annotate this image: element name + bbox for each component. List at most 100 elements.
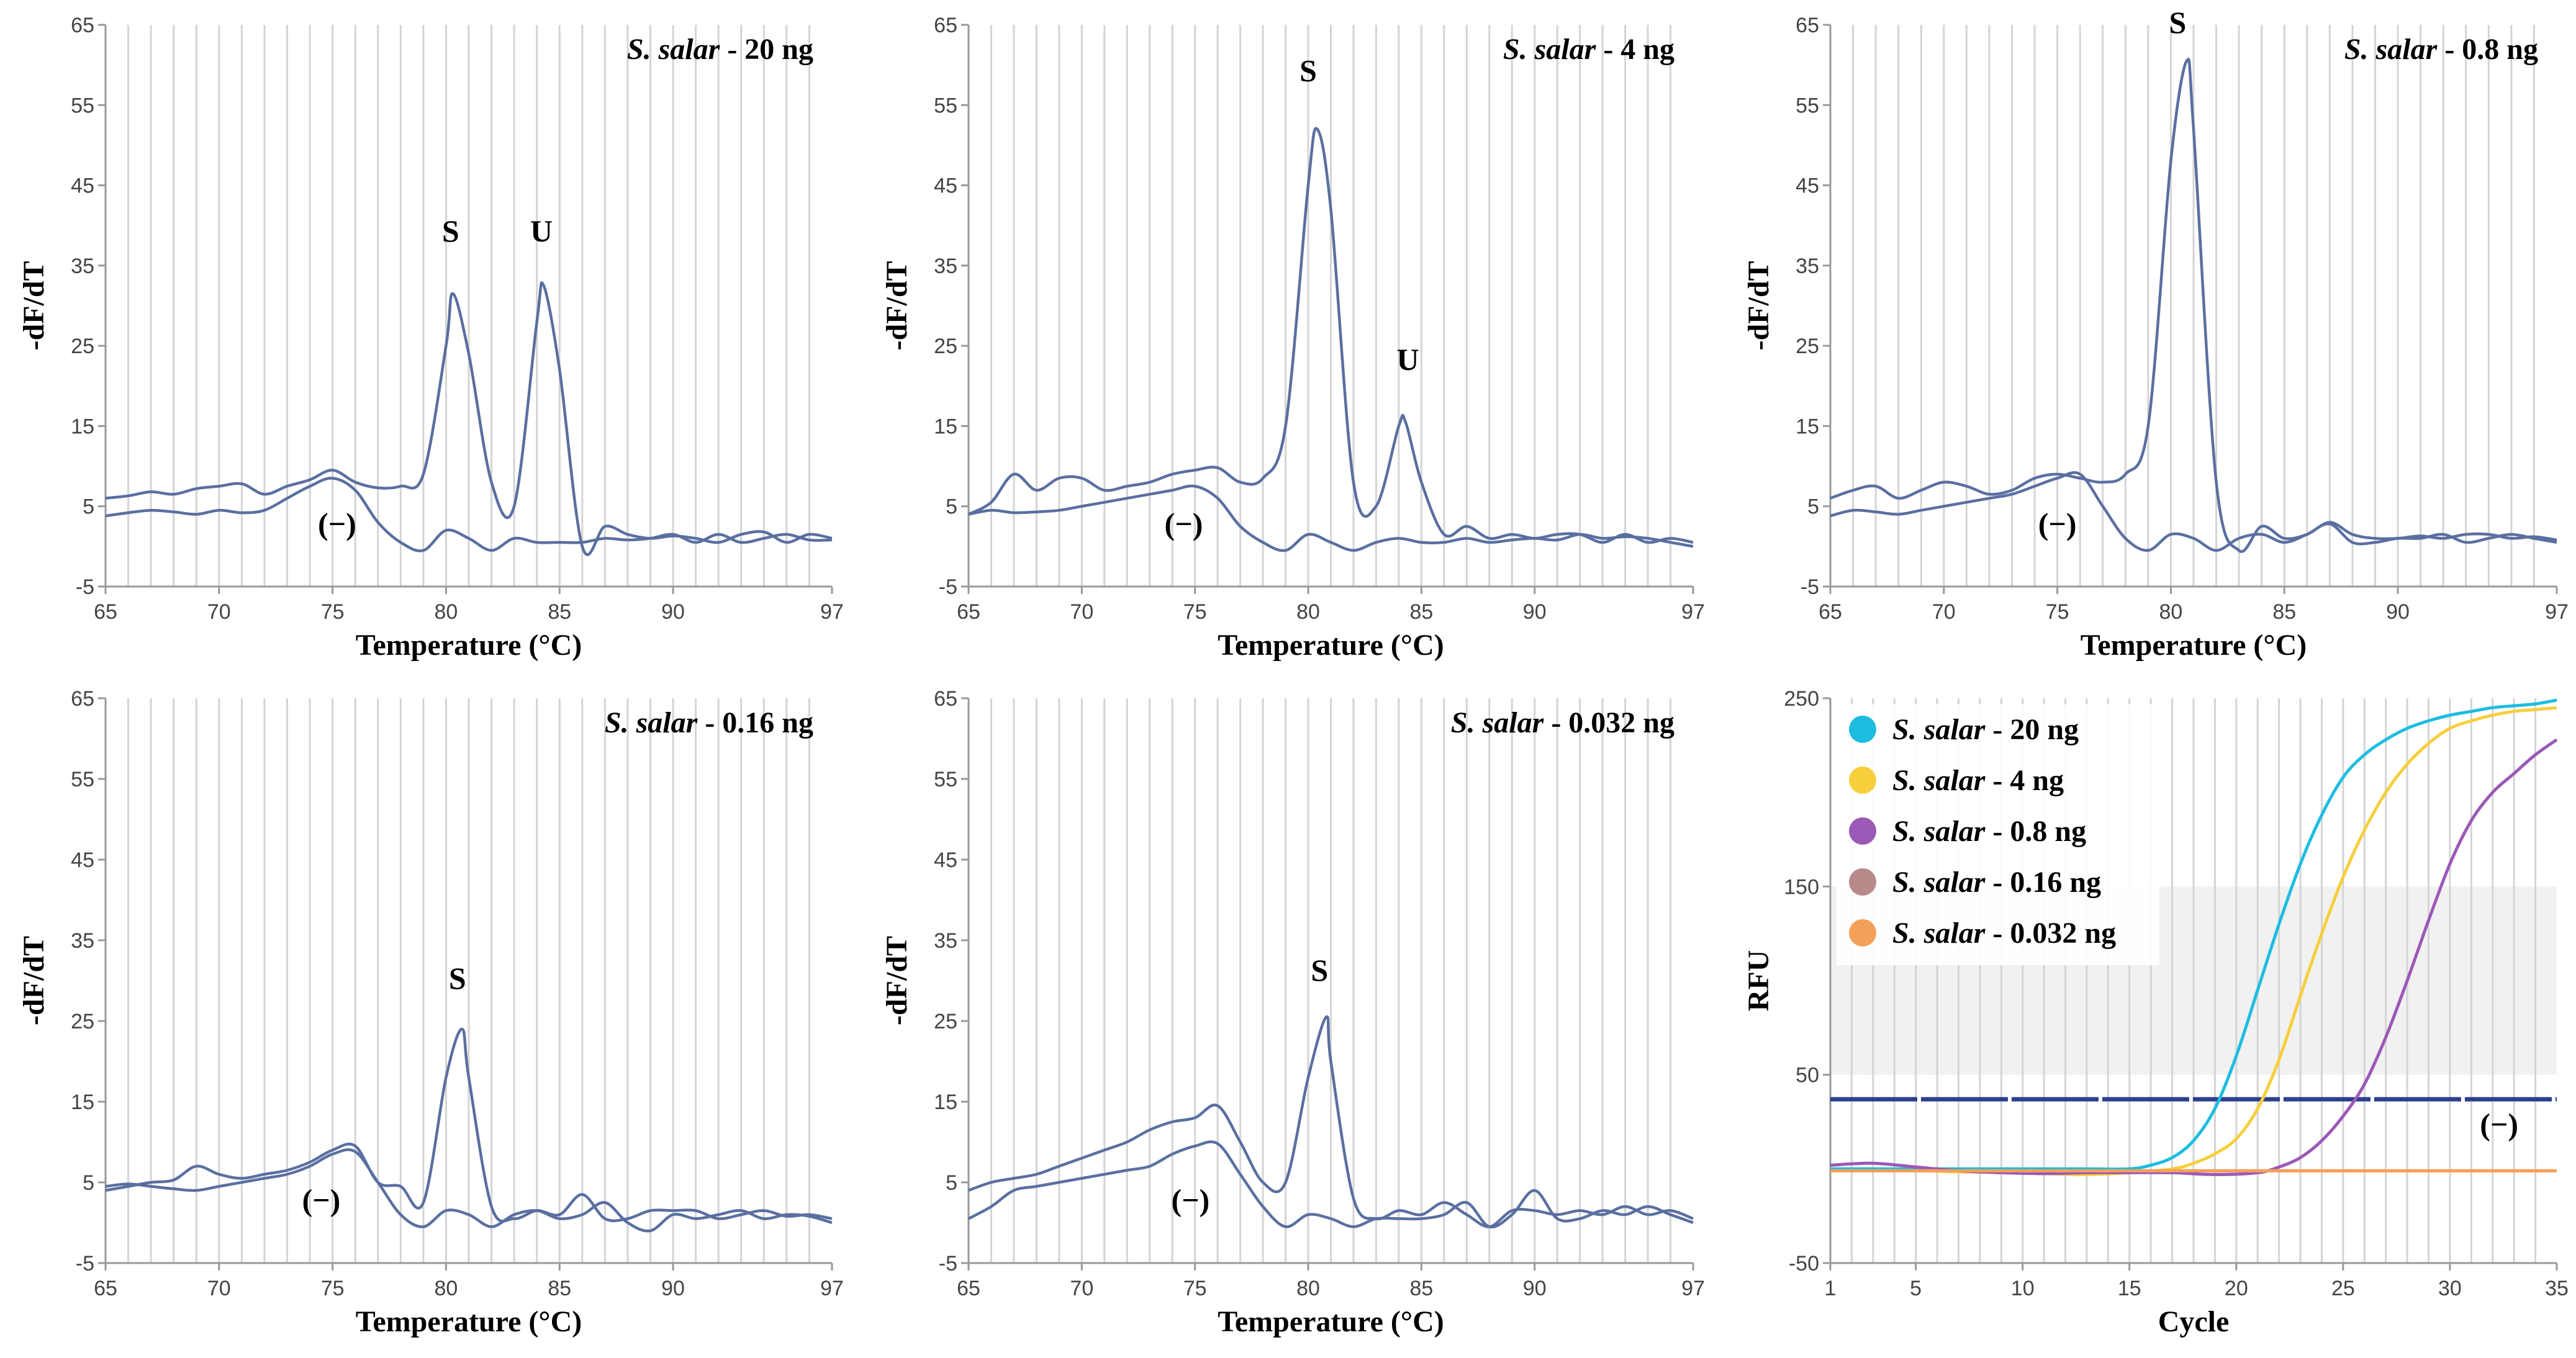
y-tick-label: 15 <box>71 415 94 438</box>
y-tick-label: 15 <box>934 1090 957 1114</box>
y-tick-label: 35 <box>1796 254 1819 278</box>
peak-label: S <box>442 214 459 248</box>
chart-title-amount: - 4 ng <box>1596 33 1674 66</box>
chart-title: S. salar - 0.032 ng <box>1451 706 1674 739</box>
y-tick-label: 5 <box>1807 495 1819 519</box>
y-axis-label: -dF/dT <box>1742 261 1775 350</box>
peak-label: (−) <box>1171 1183 1209 1218</box>
x-tick-label: 5 <box>1910 1277 1922 1300</box>
y-tick-label: 5 <box>946 495 957 519</box>
legend-label-species: S. salar <box>1892 815 1986 848</box>
series-line-2 <box>968 484 1694 552</box>
x-axis-label: Temperature (°C) <box>1218 629 1444 662</box>
y-tick-label: 35 <box>71 929 94 953</box>
x-tick-label: 70 <box>207 1277 231 1300</box>
series-line-1 <box>967 127 1694 544</box>
y-tick-label: 55 <box>1796 94 1819 117</box>
y-tick-label: 25 <box>934 335 957 358</box>
x-tick-label: 90 <box>2386 600 2410 624</box>
x-axis-label: Temperature (°C) <box>356 629 582 662</box>
y-tick-label: -5 <box>76 575 94 599</box>
y-tick-label: 45 <box>934 174 957 198</box>
y-tick-label: 50 <box>1796 1064 1819 1087</box>
y-tick-label: 25 <box>1796 335 1819 358</box>
series-line-1 <box>105 1027 833 1223</box>
x-tick-label: 15 <box>2118 1277 2141 1300</box>
y-tick-label: 15 <box>1796 415 1819 438</box>
chart-title: S. salar - 0.16 ng <box>605 706 813 739</box>
y-tick-label: 65 <box>71 687 94 711</box>
y-tick-label: 25 <box>934 1010 957 1033</box>
legend-marker <box>1849 716 1876 743</box>
x-tick-label: 90 <box>1523 600 1547 624</box>
legend-marker <box>1849 817 1876 845</box>
y-tick-label: 65 <box>934 14 957 37</box>
peak-label: (−) <box>2480 1107 2518 1142</box>
peak-label: S <box>2169 5 2187 40</box>
x-tick-label: 70 <box>1932 600 1956 624</box>
x-tick-label: 75 <box>321 600 345 624</box>
legend-label-species: S. salar <box>1892 713 1986 746</box>
y-tick-label: 35 <box>934 929 957 953</box>
y-tick-label: 15 <box>934 415 957 438</box>
series-line-2 <box>1830 471 2557 552</box>
chart-title-amount: - 0.8 ng <box>2437 33 2538 66</box>
y-tick-label: 5 <box>946 1171 957 1195</box>
x-tick-label: 90 <box>661 600 685 624</box>
y-tick-label: 5 <box>83 1171 94 1195</box>
peak-label: U <box>530 214 553 248</box>
x-tick-label: 75 <box>321 1277 345 1300</box>
x-tick-label: 75 <box>2046 600 2069 624</box>
x-tick-label: 30 <box>2438 1277 2462 1300</box>
y-tick-label: 25 <box>71 1010 94 1033</box>
legend-label: S. salar - 0.16 ng <box>1892 866 2101 899</box>
legend-label-amount: - 4 ng <box>1985 764 2064 797</box>
x-tick-label: 75 <box>1183 1277 1207 1300</box>
y-tick-label: 45 <box>71 174 94 198</box>
legend-label-species: S. salar <box>1892 764 1986 797</box>
y-axis-label: -dF/dT <box>17 936 50 1025</box>
chart-title: S. salar - 20 ng <box>627 33 813 66</box>
y-tick-label: 150 <box>1784 875 1819 899</box>
legend-marker <box>1849 868 1876 896</box>
y-tick-label: -5 <box>939 575 957 599</box>
y-tick-label: -50 <box>1789 1252 1819 1275</box>
x-tick-label: 70 <box>207 600 231 624</box>
y-tick-label: 250 <box>1784 687 1819 711</box>
series-line-2 <box>967 1140 1694 1229</box>
legend-label: S. salar - 0.8 ng <box>1892 815 2086 848</box>
legend-label: S. salar - 20 ng <box>1892 713 2079 746</box>
x-tick-label: 65 <box>94 1277 117 1300</box>
chart-title-species: S. salar <box>1503 33 1597 66</box>
chart-panel-1: -5 5 15 25 35 45 55 65 65 70 75 80 85 90 97 Temperature… <box>17 14 844 662</box>
y-tick-label: 35 <box>71 254 94 278</box>
legend-label-amount: - 0.032 ng <box>1985 917 2116 950</box>
x-tick-label: 97 <box>1681 1277 1705 1300</box>
x-tick-label: 70 <box>1070 600 1093 624</box>
y-tick-label: 45 <box>71 848 94 872</box>
peak-label: S <box>1299 53 1317 88</box>
series-line-3 <box>1830 738 2558 1176</box>
x-tick-label: 20 <box>2225 1277 2248 1300</box>
x-tick-label: 65 <box>957 600 980 624</box>
y-tick-label: -5 <box>939 1252 957 1275</box>
series-line-2 <box>105 477 833 552</box>
y-tick-label: -5 <box>76 1252 94 1275</box>
legend-label-amount: - 0.16 ng <box>1985 866 2101 899</box>
y-axis-label: RFU <box>1742 950 1775 1012</box>
x-tick-label: 85 <box>548 600 571 624</box>
series-line-1 <box>1830 58 2557 553</box>
chart-title-amount: - 0.16 ng <box>697 706 813 739</box>
y-tick-label: 55 <box>934 768 957 791</box>
y-axis-label: -dF/dT <box>880 261 913 350</box>
peak-label: (−) <box>318 506 356 541</box>
chart-title-species: S. salar <box>605 706 698 739</box>
x-axis-label: Temperature (°C) <box>2081 629 2307 662</box>
y-axis-label: -dF/dT <box>17 261 50 350</box>
peak-label: U <box>1396 342 1419 377</box>
series-line-1 <box>968 1015 1694 1228</box>
x-tick-label: 35 <box>2545 1277 2569 1300</box>
x-tick-label: 10 <box>2011 1277 2035 1300</box>
